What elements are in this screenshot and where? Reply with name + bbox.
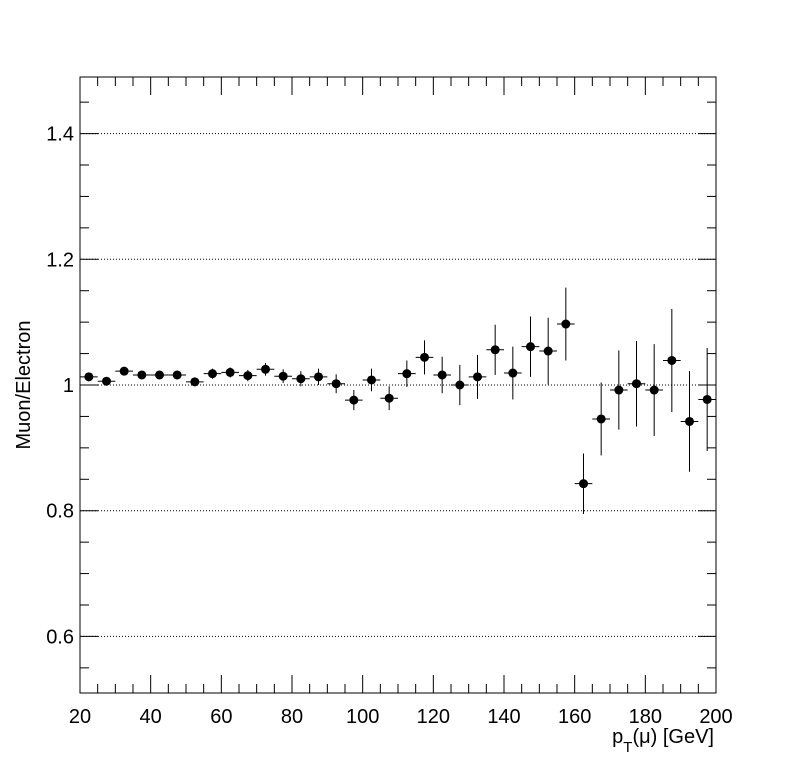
data-point	[190, 377, 200, 387]
data-point-group	[574, 453, 593, 514]
x-axis-title-main: p	[612, 726, 623, 748]
data-point-group	[504, 346, 522, 400]
data-point	[614, 385, 624, 395]
data-point	[261, 364, 270, 374]
data-point-group	[380, 386, 398, 411]
data-point	[526, 342, 535, 352]
x-axis-title-subscript: T	[623, 739, 632, 756]
data-point	[225, 367, 235, 377]
data-point	[596, 414, 606, 424]
data-point-group	[645, 344, 663, 436]
y-tick-label: 1.2	[46, 249, 74, 271]
data-point-group	[627, 341, 646, 427]
data-point	[420, 352, 429, 362]
x-tick-labels: 20 40 60 80 100 120 140 160 180 200	[69, 706, 733, 728]
data-point	[455, 380, 465, 390]
data-point-group	[451, 364, 469, 406]
x-tick-label: 20	[69, 706, 91, 728]
data-point-group	[292, 371, 310, 387]
x-tick-label: 40	[140, 706, 162, 728]
data-point-group	[680, 371, 699, 472]
data-point-group	[203, 368, 222, 379]
data-point-group	[309, 368, 328, 385]
data-point	[561, 319, 571, 329]
data-point	[702, 394, 712, 404]
x-tick-label: 200	[699, 706, 732, 728]
data-point	[155, 370, 164, 380]
data-point-group	[115, 366, 133, 376]
data-point	[667, 355, 677, 365]
data-point-group	[468, 354, 487, 399]
x-tick-label: 100	[346, 706, 379, 728]
data-point-group	[256, 363, 275, 376]
data-point	[331, 379, 341, 389]
data-point	[172, 370, 182, 380]
y-axis-title: Muon/Electron	[13, 321, 35, 450]
data-point-group	[327, 374, 345, 394]
data-point	[84, 372, 94, 382]
data-point-group	[150, 370, 169, 380]
data-point	[314, 372, 323, 382]
x-tick-label: 160	[558, 706, 591, 728]
data-point-group	[97, 376, 116, 386]
data-point-group	[398, 360, 416, 387]
data-point	[278, 371, 288, 381]
data-point	[367, 375, 376, 385]
data-point-group	[168, 370, 186, 380]
data-point-group	[80, 372, 98, 382]
data-point-group	[345, 390, 363, 411]
data-point	[137, 370, 147, 380]
data-point	[437, 370, 447, 380]
data-point-group	[521, 316, 540, 377]
data-point	[473, 372, 482, 382]
data-point-group	[663, 308, 681, 413]
data-point	[243, 371, 253, 381]
data-point	[685, 416, 694, 426]
data-point-group	[433, 356, 451, 394]
plot-frame	[79, 76, 717, 694]
data-point	[208, 369, 217, 379]
data-point-group	[186, 377, 204, 387]
x-tick-label: 80	[281, 706, 303, 728]
data-point	[508, 368, 518, 378]
data-point-group	[486, 324, 504, 375]
data-point	[632, 379, 641, 389]
data-point-group	[698, 347, 716, 451]
data-point-group	[557, 287, 575, 361]
data-point	[649, 385, 659, 395]
data-point	[102, 376, 111, 386]
x-tick-label: 120	[417, 706, 450, 728]
data-point-group	[239, 369, 257, 382]
data-point	[384, 393, 394, 403]
grid-lines	[80, 133, 716, 637]
y-tick-labels: 0.6 0.8 1 1.2 1.4	[46, 124, 74, 649]
x-tick-label: 180	[629, 706, 662, 728]
x-tick-label: 140	[487, 706, 520, 728]
data-points	[80, 287, 716, 514]
data-point-group	[592, 382, 610, 456]
x-tick-label: 60	[210, 706, 232, 728]
data-point	[296, 374, 306, 384]
data-point-group	[221, 367, 239, 378]
data-point	[119, 366, 129, 376]
data-point-group	[539, 317, 557, 385]
data-point	[349, 395, 359, 405]
data-point-group	[362, 368, 381, 392]
data-point-group	[133, 370, 151, 380]
y-tick-label: 1.4	[46, 124, 74, 146]
data-point	[543, 346, 553, 356]
data-point	[402, 369, 412, 379]
data-point-group	[274, 369, 292, 384]
data-point-group	[610, 350, 628, 430]
y-tick-label: 1	[63, 375, 74, 397]
data-point-group	[415, 340, 434, 375]
y-tick-label: 0.6	[46, 626, 74, 648]
data-point	[490, 345, 500, 355]
x-axis-title-rest: (μ) [GeV]	[632, 726, 714, 748]
y-tick-label: 0.8	[46, 501, 74, 523]
x-axis-title: pT(μ) [GeV]	[612, 726, 714, 756]
data-point	[579, 479, 588, 489]
